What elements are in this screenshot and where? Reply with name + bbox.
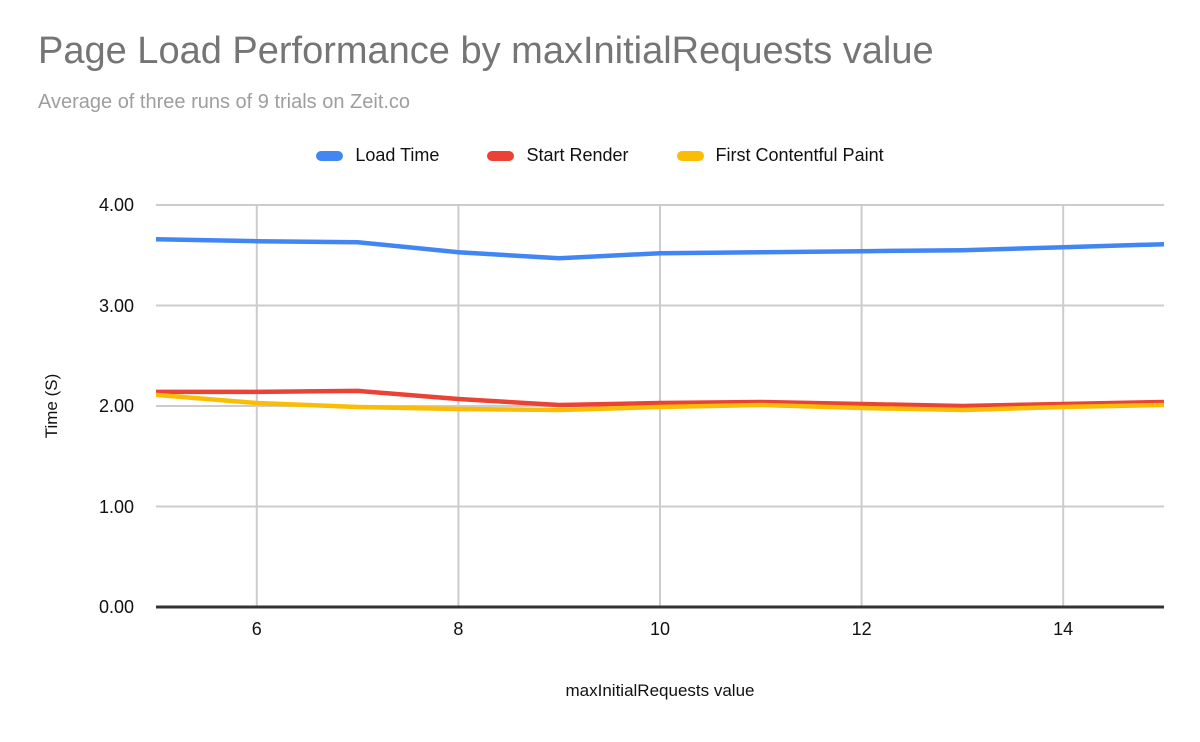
x-axis-title-text: maxInitialRequests value — [565, 681, 755, 700]
legend-item-load-time: Load Time — [316, 145, 439, 166]
x-axis-tick-label: 14 — [1053, 619, 1074, 639]
legend-label: Start Render — [526, 145, 629, 165]
y-axis-tick-label: 2.00 — [98, 396, 134, 416]
x-axis-tick-label: 6 — [251, 619, 262, 639]
y-axis-tick-label: 0.00 — [98, 597, 134, 617]
series-line-first-contentful-paint — [155, 392, 1165, 413]
chart-title: Page Load Performance by maxInitialReque… — [38, 30, 934, 72]
series-line-start-render — [156, 388, 1165, 409]
x-axis-tick-label: 12 — [851, 619, 872, 639]
legend: Load Time Start Render First Contentful Pa… — [0, 145, 1200, 166]
y-axis-tick-label: 1.00 — [98, 496, 134, 517]
series-line-load-time — [155, 236, 1165, 261]
legend-swatch-load-time-icon — [316, 150, 344, 161]
x-axis-tick-label: 8 — [453, 619, 464, 639]
legend-swatch-first-contentful-paint-icon — [676, 150, 704, 161]
legend-item-first-contentful-paint: First Contentful Paint — [676, 145, 884, 166]
legend-item-start-render: Start Render — [487, 145, 629, 166]
legend-swatch-start-render-icon — [487, 150, 515, 161]
y-axis-tick-label: 4.00 — [98, 195, 134, 215]
x-axis-title: maxInitialRequests value — [60, 681, 1200, 701]
x-axis-tick-label: 10 — [649, 619, 671, 639]
legend-label: First Contentful Paint — [715, 145, 884, 165]
y-axis-tick-label: 3.00 — [98, 295, 134, 316]
legend-label: Load Time — [355, 145, 440, 165]
y-axis-title: Time (S) — [42, 373, 61, 439]
chart-subtitle: Average of three runs of 9 trials on Zei… — [38, 91, 411, 113]
